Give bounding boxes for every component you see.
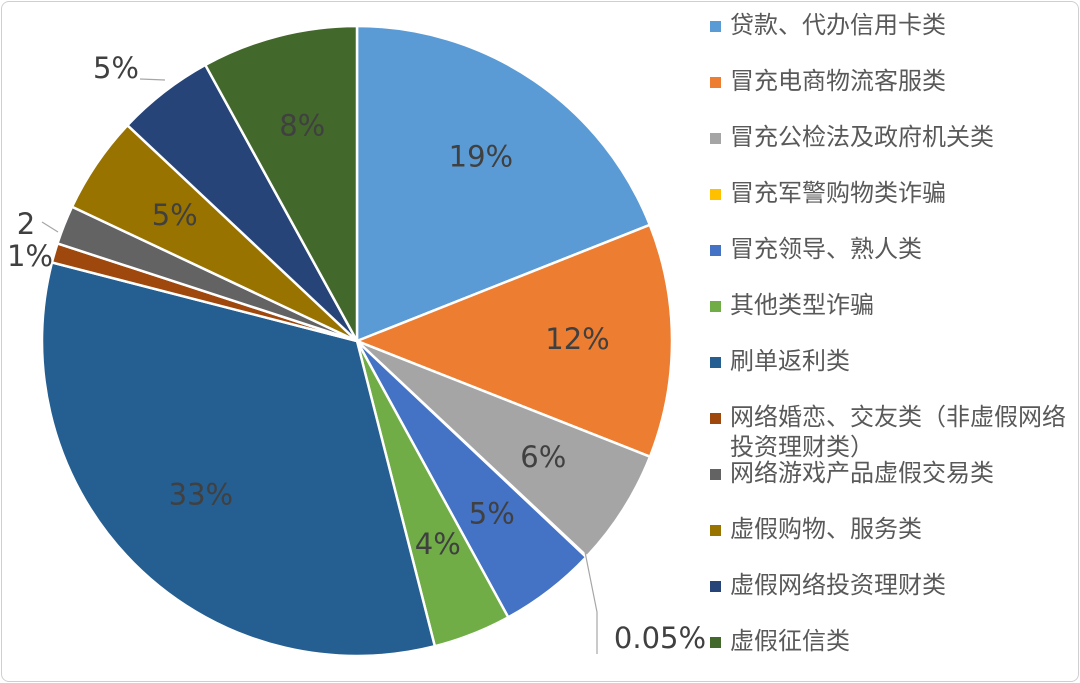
pie-slice — [353, 223, 674, 459]
slice-data-label: 19% — [449, 140, 513, 174]
legend-label: 冒充电商物流客服类 — [730, 67, 946, 95]
legend-label: 虚假购物、服务类 — [730, 515, 922, 543]
slice-data-label: 6% — [520, 440, 566, 474]
legend-label: 虚假网络投资理财类 — [730, 571, 946, 599]
slice-data-label: 0.05% — [614, 621, 706, 655]
legend-swatch — [710, 245, 721, 256]
legend-item: 虚假购物、服务类 — [708, 512, 1078, 568]
legend-item: 网络婚恋、交友类（非虚假网络投资理财类） — [708, 400, 1078, 461]
slice-data-label: 12% — [545, 322, 609, 356]
legend-label: 贷款、代办信用卡类 — [730, 11, 946, 39]
legend-label: 其他类型诈骗 — [730, 291, 874, 319]
slice-data-label: 1% — [7, 239, 53, 273]
leader-line — [41, 221, 59, 233]
chart-legend: 贷款、代办信用卡类 冒充电商物流客服类冒充公检法及政府机关类 冒充军警购物类诈骗 冒充… — [708, 8, 1078, 680]
slice-data-label: 2 — [17, 207, 35, 241]
legend-item: 贷款、代办信用卡类 — [708, 8, 1078, 64]
slice-data-label: 33% — [169, 478, 233, 512]
legend-item: 冒充军警购物类诈骗 — [708, 176, 1078, 232]
pie-slice — [203, 24, 359, 342]
pie-slice — [40, 260, 437, 658]
legend-swatch — [710, 189, 721, 200]
slice-data-label: 5% — [469, 497, 515, 531]
legend-item: 冒充电商物流客服类 — [708, 64, 1078, 120]
legend-swatch — [710, 637, 721, 648]
legend-label: 冒充领导、熟人类 — [730, 235, 922, 263]
legend-swatch — [710, 357, 721, 368]
legend-label: 冒充公检法及政府机关类 — [730, 123, 994, 151]
slice-data-label: 5% — [152, 198, 198, 232]
pie-slice — [356, 339, 652, 559]
legend-swatch — [710, 301, 721, 312]
pie-slice — [355, 24, 652, 343]
legend-item: 冒充公检法及政府机关类 — [708, 120, 1078, 176]
legend-swatch — [710, 525, 721, 536]
slice-data-label: 8% — [279, 108, 325, 142]
legend-label: 虚假征信类 — [730, 627, 850, 655]
legend-item: 网络游戏产品虚假交易类 — [708, 456, 1078, 512]
legend-label: 刷单返利类 — [730, 347, 850, 375]
legend-swatch — [710, 413, 721, 424]
legend-item: 其他类型诈骗 — [708, 288, 1078, 344]
slice-data-label: 5% — [93, 51, 139, 85]
legend-item: 虚假网络投资理财类 — [708, 568, 1078, 624]
legend-item: 虚假征信类 — [708, 624, 1078, 680]
legend-swatch — [710, 77, 721, 88]
leader-line — [139, 78, 166, 81]
legend-label: 网络婚恋、交友类（非虚假网络投资理财类） — [730, 403, 1066, 461]
legend-swatch — [710, 581, 721, 592]
legend-swatch — [710, 21, 721, 32]
legend-label: 冒充军警购物类诈骗 — [730, 179, 946, 207]
legend-swatch — [710, 469, 721, 480]
legend-item: 刷单返利类 — [708, 344, 1078, 400]
legend-item: 冒充领导、熟人类 — [708, 232, 1078, 288]
legend-label: 网络游戏产品虚假交易类 — [730, 459, 994, 487]
slice-data-label: 4% — [415, 527, 461, 561]
leader-line — [584, 551, 598, 654]
legend-swatch — [710, 133, 721, 144]
